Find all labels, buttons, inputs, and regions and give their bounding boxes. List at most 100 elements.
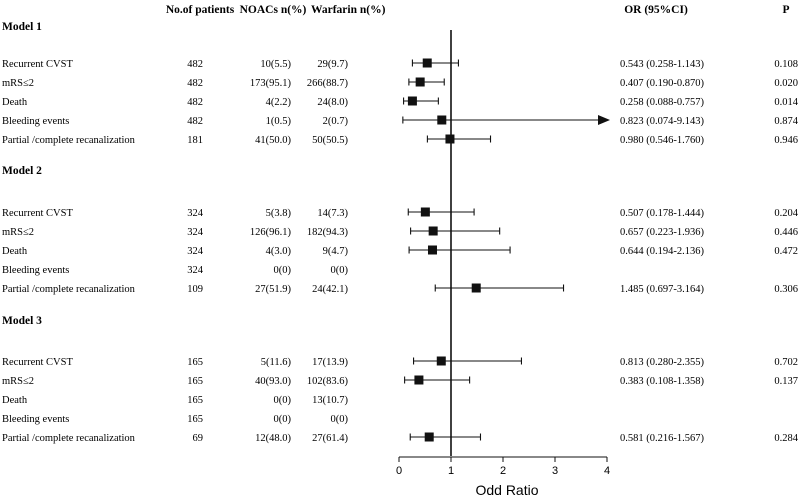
noacs-cell: 0(0) [274,414,292,425]
table-row: Partial /complete recanalization 109 27(51… [2,283,798,295]
p-value-cell: 0.472 [774,246,798,257]
x-tick-label: 0 [396,465,402,477]
table-row: Recurrent CVST 482 10(5.5) 29(9.7) 0.543 (0.… [2,58,798,70]
patients-cell: 482 [187,59,203,70]
header-warfarin: Warfarin n(%) [311,4,386,16]
noacs-cell: 10(5.5) [260,59,291,70]
noacs-cell: 4(2.2) [266,97,292,108]
row-label: mRS≤2 [2,376,34,387]
p-value-cell: 0.702 [774,357,798,368]
x-tick-label: 1 [448,465,454,477]
p-value-cell: 0.108 [774,59,798,70]
p-value-cell: 0.874 [774,116,798,127]
warfarin-cell: 17(13.9) [312,357,348,368]
noacs-cell: 0(0) [274,395,292,406]
noacs-cell: 41(50.0) [255,135,291,146]
warfarin-cell: 9(4.7) [323,246,349,257]
patients-cell: 482 [187,97,203,108]
model-title: Model 2 [2,165,42,177]
patients-cell: 165 [187,357,203,368]
patients-cell: 165 [187,376,203,387]
warfarin-cell: 24(8.0) [317,97,348,108]
row-label: Bleeding events [2,414,69,425]
warfarin-cell: 27(61.4) [312,433,348,444]
table-row: Recurrent CVST 165 5(11.6) 17(13.9) 0.813 (0… [2,356,798,368]
p-value-cell: 0.446 [774,227,798,238]
point-estimate [422,58,432,68]
noacs-cell: 126(96.1) [250,227,292,238]
warfarin-cell: 50(50.5) [312,135,348,146]
or-ci-cell: 0.813 (0.280-2.355) [620,357,704,368]
row-label: Bleeding events [2,116,69,127]
noacs-cell: 5(3.8) [266,208,292,219]
point-estimate [471,283,481,293]
model-group: Model 2 Recurrent CVST 324 5(3.8) 14(7.3) 0.5… [2,165,799,295]
table-row: Bleeding events 165 0(0) 0(0) [2,414,348,425]
or-ci-cell: 0.407 (0.190-0.870) [620,78,704,89]
table-row: mRS≤2 324 126(96.1) 182(94.3) 0.657 (0.223-1… [2,226,798,238]
row-label: Bleeding events [2,265,69,276]
table-row: Recurrent CVST 324 5(3.8) 14(7.3) 0.507 (0.1… [2,207,799,219]
p-value-cell: 0.204 [774,208,798,219]
point-estimate [437,115,447,125]
table-row: mRS≤2 165 40(93.0) 102(83.6) 0.383 (0.108-1.… [2,375,798,387]
table-row: Partial /complete recanalization 69 12(48.… [2,432,799,444]
table-header: No.of patients NOACs n(%) Warfarin n(%) … [166,4,790,16]
patients-cell: 109 [187,284,203,295]
p-value-cell: 0.014 [774,97,798,108]
patients-cell: 482 [187,116,203,127]
row-label: Recurrent CVST [2,59,73,70]
warfarin-cell: 13(10.7) [312,395,348,406]
or-ci-cell: 0.258 (0.088-0.757) [620,97,704,108]
table-row: Death 482 4(2.2) 24(8.0) 0.258 (0.088-0.757)… [2,96,799,108]
x-tick-label: 3 [552,465,558,477]
model-title: Model 1 [2,21,42,33]
plot-content: Model 1 Recurrent CVST 482 10(5.5) 29(9.7) 0.… [2,21,799,456]
noacs-cell: 12(48.0) [255,433,291,444]
warfarin-cell: 29(9.7) [317,59,348,70]
point-estimate [415,77,425,87]
x-tick-label: 2 [500,465,506,477]
header-noacs: NOACs n(%) [240,4,307,16]
noacs-cell: 4(3.0) [266,246,292,257]
model-group: Model 1 Recurrent CVST 482 10(5.5) 29(9.7) 0.… [2,21,799,146]
noacs-cell: 0(0) [274,265,292,276]
warfarin-cell: 0(0) [331,414,349,425]
patients-cell: 165 [187,414,203,425]
row-label: Death [2,246,28,257]
row-label: Recurrent CVST [2,208,73,219]
noacs-cell: 40(93.0) [255,376,291,387]
warfarin-cell: 266(88.7) [307,78,349,89]
header-or: OR (95%CI) [624,4,688,16]
p-value-cell: 0.946 [774,135,798,146]
or-ci-cell: 0.581 (0.216-1.567) [620,433,704,444]
or-ci-cell: 0.823 (0.074-9.143) [620,116,704,127]
patients-cell: 165 [187,395,203,406]
row-label: Death [2,97,28,108]
x-tick-label: 4 [604,465,610,477]
row-label: mRS≤2 [2,227,34,238]
model-title: Model 3 [2,315,42,327]
patients-cell: 181 [187,135,203,146]
warfarin-cell: 24(42.1) [312,284,348,295]
or-ci-cell: 0.383 (0.108-1.358) [620,376,704,387]
table-row: Partial /complete recanalization 181 41(50… [2,134,798,146]
p-value-cell: 0.137 [774,376,798,387]
warfarin-cell: 182(94.3) [307,227,349,238]
point-estimate [436,356,446,366]
row-label: Partial /complete recanalization [2,433,136,444]
patients-cell: 482 [187,78,203,89]
row-label: Death [2,395,28,406]
x-axis: 0 1 2 3 4 Odd Ratio [396,456,610,498]
or-ci-cell: 0.507 (0.178-1.444) [620,208,704,219]
table-row: Death 165 0(0) 13(10.7) [2,395,348,406]
point-estimate [424,432,434,442]
point-estimate [414,375,424,385]
x-axis-title: Odd Ratio [475,482,538,498]
or-ci-cell: 0.543 (0.258-1.143) [620,59,704,70]
point-estimate [427,245,437,255]
table-row: Death 324 4(3.0) 9(4.7) 0.644 (0.194-2.136) 0… [2,245,798,257]
noacs-cell: 173(95.1) [250,78,292,89]
point-estimate [420,207,430,217]
patients-cell: 324 [187,227,204,238]
